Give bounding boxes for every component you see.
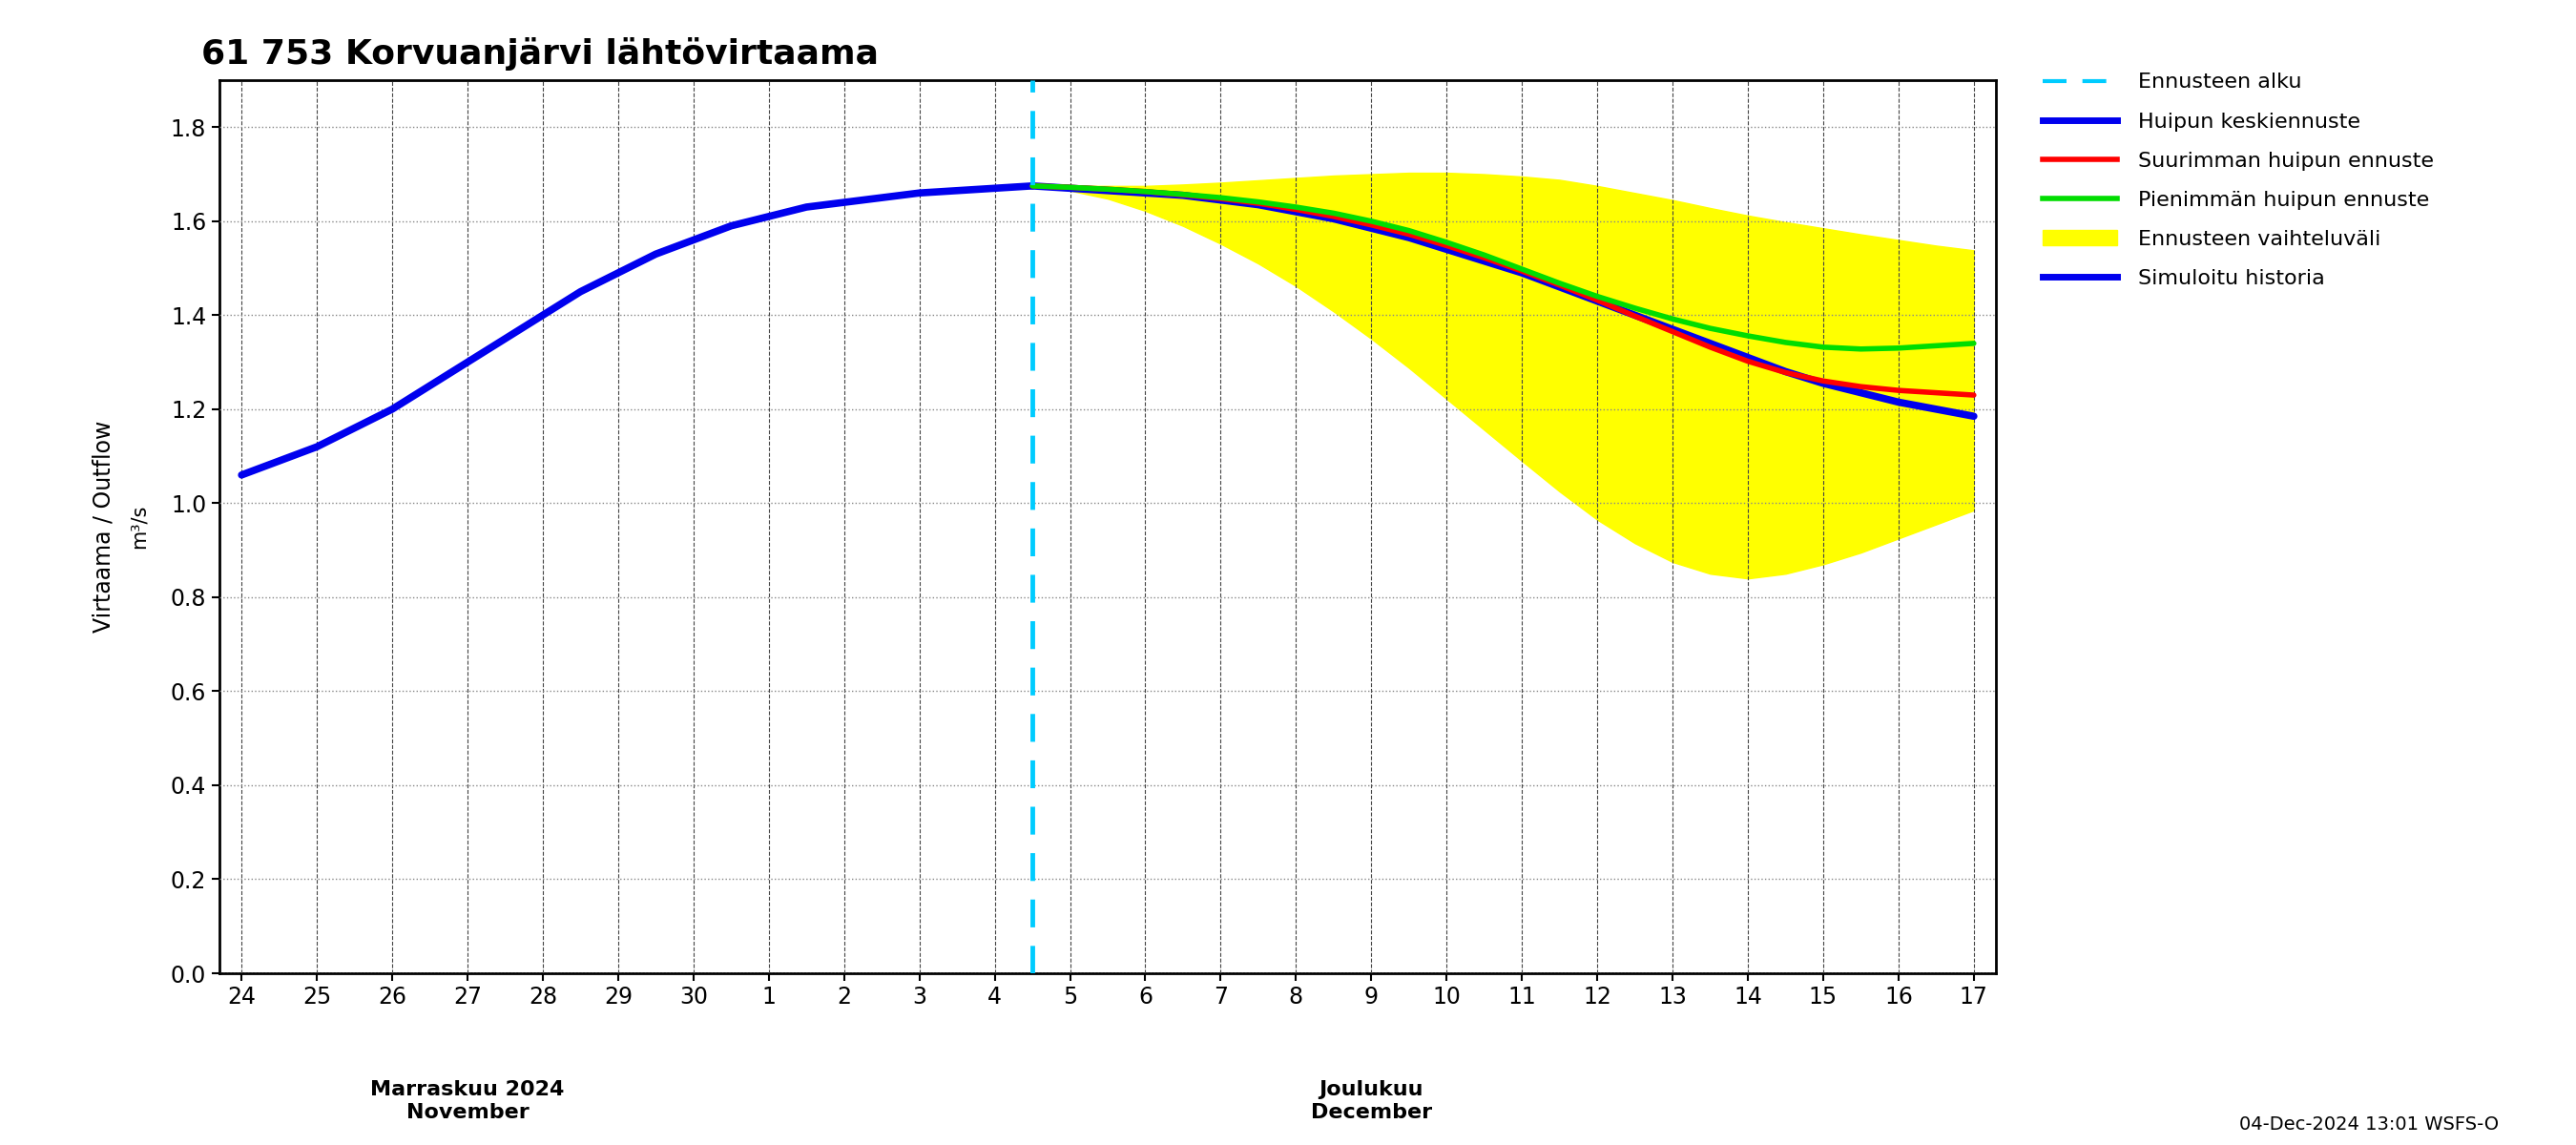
Text: 04-Dec-2024 13:01 WSFS-O: 04-Dec-2024 13:01 WSFS-O (2239, 1115, 2499, 1134)
Text: Marraskuu 2024
November: Marraskuu 2024 November (371, 1081, 564, 1122)
Text: Joulukuu
December: Joulukuu December (1311, 1081, 1432, 1122)
Legend: Ennusteen alku, Huipun keskiennuste, Suurimman huipun ennuste, Pienimmän huipun : Ennusteen alku, Huipun keskiennuste, Suu… (2043, 73, 2434, 289)
Text: Virtaama / Outflow: Virtaama / Outflow (93, 420, 116, 633)
Text: 61 753 Korvuanjärvi lähtövirtaama: 61 753 Korvuanjärvi lähtövirtaama (201, 38, 878, 71)
Text: m³/s: m³/s (129, 505, 149, 548)
